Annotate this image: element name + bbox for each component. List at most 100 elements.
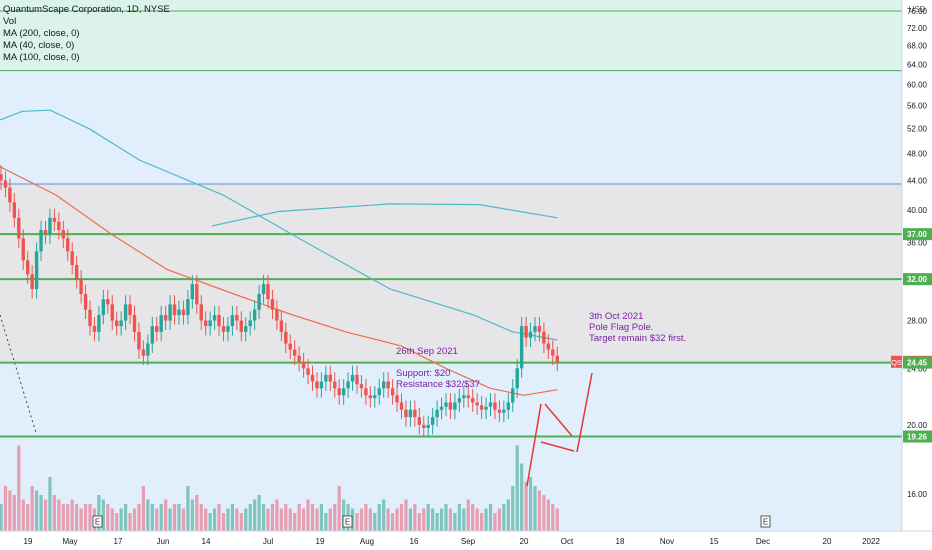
volume-bar [106, 504, 110, 531]
x-tick-label: 20 [823, 537, 832, 546]
candle-body [110, 304, 114, 321]
x-tick-label: Nov [660, 537, 674, 546]
candle-body [128, 304, 132, 316]
candle-body [528, 331, 533, 338]
candle-body [252, 309, 257, 321]
candle-body [533, 326, 537, 332]
annotation-sep-line-2 [396, 357, 480, 368]
legend-vol: Vol [3, 16, 17, 27]
volume-bar [382, 499, 386, 531]
volume-bar [253, 499, 257, 531]
annotation-sep-line-3: Support: $20 [396, 368, 451, 379]
candle-body [34, 251, 39, 289]
earnings-marker-label: E [763, 518, 768, 527]
volume-bar [448, 508, 453, 531]
volume-bar [542, 495, 546, 531]
moving-average-line [0, 166, 558, 396]
candle-body [426, 424, 430, 428]
volume-bar [520, 463, 524, 531]
y-tick-label: 36.00 [907, 239, 928, 248]
trendline-dashed [0, 314, 37, 433]
volume-bar [217, 504, 221, 531]
volume-bar [275, 499, 279, 531]
volume-bar [83, 504, 88, 531]
candle-body [484, 406, 488, 410]
y-tick-label: 16.00 [907, 490, 928, 499]
candle-body [350, 374, 355, 382]
candle-body [159, 315, 163, 332]
volume-bar [395, 508, 399, 531]
candle-body [101, 299, 106, 316]
volume-bar [462, 508, 466, 531]
volume-bar [511, 486, 515, 531]
volume-bar [404, 499, 408, 531]
candle-body [39, 229, 43, 252]
volume-bar [128, 513, 132, 531]
candle-body [119, 320, 123, 327]
y-tick-label: 28.00 [907, 317, 928, 326]
volume-bar [30, 486, 34, 531]
volume-bar [359, 508, 364, 531]
volume-bar [315, 508, 319, 531]
volume-bar [132, 508, 137, 531]
candle-body [417, 417, 421, 425]
volume-bar [79, 508, 83, 531]
annotation-oct-line-3: Target remain $32 first. [589, 333, 687, 344]
volume-bar [195, 495, 199, 531]
volume-bar [3, 486, 8, 531]
volume-bar [350, 508, 355, 531]
candle-body [542, 331, 546, 344]
candle-body [52, 217, 57, 222]
volume-bar [257, 495, 261, 531]
candle-body [386, 381, 390, 389]
candle-body [21, 238, 25, 261]
y-tick-label: 72.00 [907, 24, 928, 33]
candle-body [79, 279, 83, 295]
volume-bar [546, 499, 550, 531]
y-tick-label: 40.00 [907, 206, 928, 215]
x-tick-label: 19 [24, 537, 33, 546]
candle-body [208, 320, 212, 327]
earnings-marker [92, 515, 103, 528]
candle-body [315, 381, 319, 389]
candle-body [212, 315, 217, 321]
legend-title: QuantumScape Corporation, 1D, NYSE [3, 4, 170, 15]
volume-bar [57, 499, 61, 531]
candle-body [83, 294, 88, 310]
volume-bar [533, 486, 537, 531]
candle-body [328, 374, 332, 382]
volume-bar [172, 504, 177, 531]
candle-body [546, 343, 551, 350]
candle-body [226, 326, 230, 332]
volume-bar [484, 508, 488, 531]
volume-bar [208, 513, 212, 531]
volume-bar [115, 513, 119, 531]
candle-body [333, 381, 337, 389]
volume-bar [168, 508, 172, 531]
volume-bar [555, 508, 559, 531]
candle-body [399, 402, 404, 410]
candle-body [430, 417, 435, 425]
volume-bar [333, 504, 337, 531]
volume-bar [119, 508, 123, 531]
candle-body [92, 326, 97, 332]
candle-body [261, 284, 266, 295]
candle-body [288, 343, 292, 350]
volume-bar [506, 499, 510, 531]
chart-legend: QuantumScape Corporation, 1D, NYSE Vol M… [3, 4, 170, 64]
candle-body [155, 326, 159, 332]
candle-body [395, 395, 399, 403]
candle-body [404, 409, 408, 418]
candle-body [0, 174, 3, 181]
volume-bar [293, 513, 297, 531]
volume-bar [39, 495, 43, 531]
candle-body [235, 315, 239, 321]
candle-body [132, 315, 137, 332]
volume-bar [226, 508, 230, 531]
candle-body [106, 299, 110, 305]
candle-body [146, 343, 150, 356]
x-tick-label: 18 [616, 537, 625, 546]
volume-bar [177, 504, 181, 531]
x-tick-label: 15 [710, 537, 719, 546]
